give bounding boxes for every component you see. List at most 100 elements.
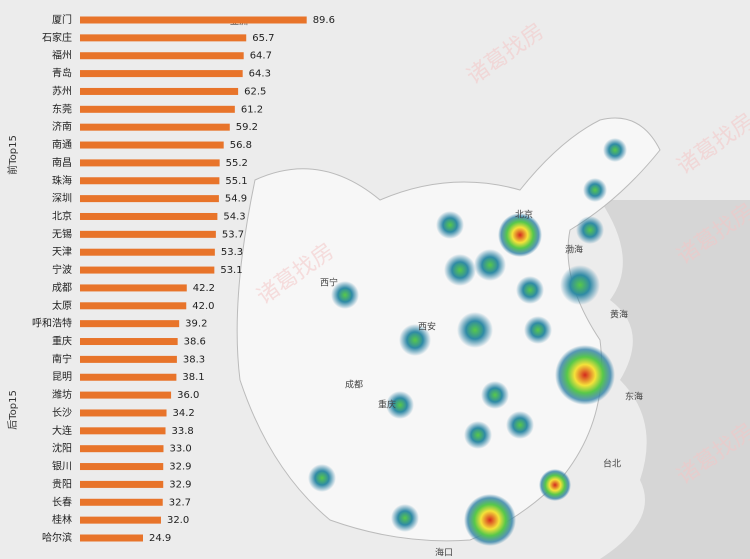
heat-spot — [308, 464, 336, 492]
bar — [80, 480, 164, 488]
map-label: 西安 — [418, 321, 436, 333]
heat-spot — [386, 391, 414, 419]
category-label: 贵阳 — [52, 477, 72, 490]
value-label: 64.3 — [249, 69, 271, 80]
heat-spot — [399, 324, 431, 356]
category-label: 呼和浩特 — [32, 318, 72, 330]
map-label: 东海 — [625, 391, 643, 403]
value-label: 59.2 — [236, 122, 258, 133]
heat-spot — [555, 345, 615, 405]
value-label: 53.3 — [221, 247, 243, 258]
heat-spot — [331, 281, 359, 309]
heat-layer — [308, 138, 627, 546]
map-label: 成都 — [345, 379, 363, 391]
map-label: 海口 — [435, 547, 453, 559]
bar — [80, 498, 163, 506]
value-label: 32.9 — [169, 479, 191, 490]
map-label: 渤海 — [565, 244, 583, 256]
bar — [80, 445, 164, 453]
category-label: 重庆 — [52, 335, 72, 348]
value-label: 61.2 — [241, 104, 263, 115]
bar — [80, 87, 239, 95]
map-label: 台北 — [603, 458, 621, 470]
category-label: 南宁 — [52, 352, 72, 365]
value-label: 42.2 — [193, 283, 215, 294]
value-label: 53.1 — [220, 265, 242, 276]
heat-spot — [474, 249, 506, 281]
value-label: 24.9 — [149, 533, 171, 544]
bar — [80, 70, 243, 78]
value-label: 39.2 — [185, 319, 207, 330]
category-label: 深圳 — [52, 193, 72, 205]
heat-spot — [516, 276, 544, 304]
heat-spot — [560, 265, 600, 305]
category-label: 东莞 — [52, 102, 72, 115]
map-label: 西宁 — [320, 277, 338, 289]
value-label: 53.7 — [222, 229, 244, 240]
bar — [80, 34, 247, 42]
bar — [80, 248, 215, 256]
bar-group: 厦门 89.6 石家庄 65.7 福州 64.7 青岛 64.3 苏州 62.5 东莞 61.2 济南 5… — [32, 13, 335, 544]
category-label: 桂林 — [52, 513, 72, 526]
bar — [80, 302, 187, 310]
heat-spot — [391, 504, 419, 532]
category-label: 厦门 — [52, 13, 72, 26]
bar — [80, 105, 235, 113]
category-label: 长沙 — [52, 407, 72, 419]
bar — [80, 516, 161, 524]
heat-spot — [583, 178, 607, 202]
category-label: 苏州 — [52, 84, 72, 97]
value-label: 42.0 — [192, 301, 214, 312]
heat-spot — [464, 494, 516, 546]
category-label: 昆明 — [52, 371, 72, 383]
category-label: 北京 — [52, 209, 72, 222]
bar — [80, 355, 177, 363]
value-label: 56.8 — [230, 140, 252, 151]
category-label: 潍坊 — [52, 388, 72, 401]
value-label: 32.7 — [169, 497, 191, 508]
map-label: 黄海 — [610, 309, 628, 321]
bar — [80, 141, 224, 149]
heat-spot — [436, 211, 464, 239]
category-label: 太原 — [52, 299, 72, 312]
sea — [600, 200, 750, 559]
value-label: 65.7 — [252, 33, 274, 44]
map-label: 北京 — [515, 209, 533, 221]
value-label: 54.3 — [223, 211, 245, 222]
category-label: 南通 — [52, 138, 72, 151]
bar — [80, 284, 187, 292]
annotation: 后Top15 — [7, 390, 19, 430]
category-label: 福州 — [52, 49, 72, 62]
heat-spot — [603, 138, 627, 162]
category-label: 长春 — [52, 496, 72, 508]
bar — [80, 52, 244, 60]
heat-spot — [506, 411, 534, 439]
heat-spot — [457, 312, 493, 348]
category-label: 无锡 — [52, 227, 72, 240]
bar — [80, 373, 177, 381]
category-label: 大连 — [52, 424, 72, 437]
bar — [80, 320, 180, 328]
value-label: 89.6 — [313, 15, 335, 26]
value-label: 36.0 — [177, 390, 199, 401]
china-outline — [236, 117, 661, 542]
category-label: 济南 — [52, 120, 72, 133]
value-label: 55.1 — [225, 176, 247, 187]
heat-spot — [524, 316, 552, 344]
bar — [80, 195, 219, 203]
bar — [80, 409, 167, 417]
category-label: 南昌 — [52, 156, 72, 169]
value-label: 62.5 — [244, 86, 266, 97]
value-label: 54.9 — [225, 194, 247, 205]
map-label: 重庆 — [378, 399, 396, 411]
value-label: 33.0 — [169, 444, 191, 455]
bar — [80, 534, 143, 542]
bar — [80, 212, 218, 220]
category-label: 沈阳 — [52, 442, 72, 455]
category-label: 银川 — [52, 460, 72, 473]
value-label: 33.8 — [172, 426, 194, 437]
bar — [80, 338, 178, 346]
value-label: 38.6 — [184, 337, 206, 348]
bar — [80, 16, 307, 24]
category-label: 石家庄 — [42, 31, 72, 44]
